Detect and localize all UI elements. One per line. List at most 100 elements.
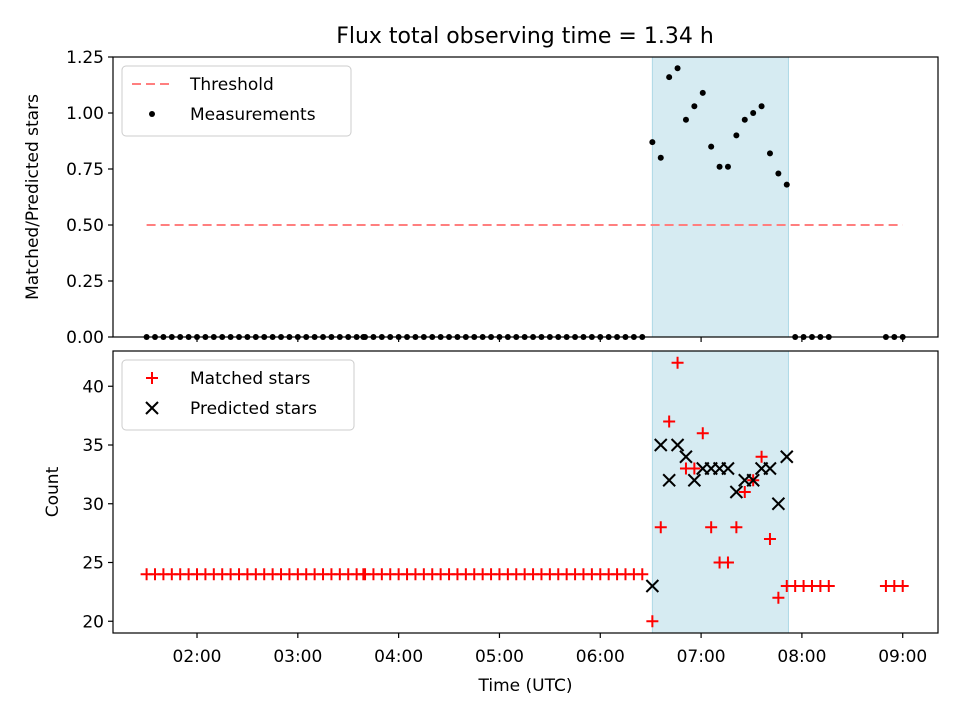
measurements-point [716, 163, 723, 170]
bottom-panel: 20 25 30 35 40 02:00 03:00 04:00 05:00 06:00 07:0… [43, 350, 939, 696]
measurements-point [741, 116, 748, 123]
x-b [763, 461, 777, 476]
legend-box [121, 359, 355, 431]
matched-stars-point [696, 427, 709, 440]
x-tick-label: 07:00 [677, 647, 726, 667]
matched-stars-point [772, 591, 785, 604]
y-tick-label: 40 [82, 377, 104, 397]
x-axis-label: Time (UTC) [478, 676, 573, 696]
x-tick-label: 09:00 [878, 647, 927, 667]
y-tick-label: 25 [82, 554, 104, 574]
predicted-stars-point [763, 461, 777, 476]
y-tick-label: 1.00 [66, 104, 104, 124]
x-tick-label: 04:00 [374, 647, 423, 667]
x-b [645, 579, 660, 593]
predicted-stars-point [687, 473, 702, 487]
measurements-point [682, 116, 689, 123]
matched-stars-point [671, 356, 684, 369]
legend-predicted-stars-swatch [145, 401, 159, 415]
matched-stars-point [822, 580, 835, 592]
matched-stars-point [738, 486, 751, 498]
y-tick-label: 0.25 [66, 272, 104, 292]
x-b [654, 438, 668, 452]
x-tick-label: 08:00 [777, 647, 826, 667]
x-b [746, 473, 760, 487]
legend-box [121, 65, 352, 137]
measurements-point [775, 170, 782, 177]
matched-stars-point [654, 521, 667, 534]
y-tick-label: 0.75 [66, 160, 104, 180]
bottom-legend: Matched stars Predicted stars [121, 359, 355, 431]
top-y-axis: 0.00 0.25 0.50 0.75 1.00 1.25 [66, 48, 113, 348]
x-b [670, 438, 685, 452]
top-plot-frame [112, 56, 939, 338]
matched-stars-point [646, 615, 659, 628]
y-tick-label: 0.00 [66, 328, 104, 348]
measurements-point [699, 89, 706, 96]
matched-stars-point [763, 533, 776, 545]
measurements-point [758, 103, 765, 110]
predicted-stars-point [679, 450, 693, 464]
y-tick-label: 0.50 [66, 216, 104, 236]
top-panel: 0.00 0.25 0.50 0.75 1.00 1.25 Matched/Predict… [23, 48, 939, 348]
x-b [729, 485, 744, 499]
measurements-point [666, 74, 673, 81]
x-b [780, 450, 794, 464]
measurements-point [783, 181, 790, 188]
legend-label: Threshold [189, 75, 274, 95]
predicted-stars-point [729, 485, 744, 499]
predicted-stars-point [645, 579, 660, 593]
x-tick-label: 03:00 [273, 647, 322, 667]
matched-stars-point [636, 568, 649, 581]
observing-span-top [651, 56, 789, 338]
matched-stars-point [730, 521, 743, 534]
count-points [140, 356, 909, 628]
predicted-stars-point [746, 473, 760, 487]
legend-matched-stars-swatch [146, 372, 158, 384]
y-tick-label: 35 [82, 436, 104, 456]
predicted-stars-point [670, 438, 685, 452]
measurements-point [708, 143, 715, 150]
measurements-point [691, 103, 698, 110]
x-b [679, 450, 693, 464]
y-tick-label: 1.25 [66, 48, 104, 68]
matched-stars-point [896, 580, 909, 592]
top-y-label: Matched/Predicted stars [23, 94, 43, 300]
legend-label: Measurements [190, 105, 316, 125]
measurements-point [733, 132, 740, 139]
matched-stars-point [755, 450, 768, 463]
predicted-stars-point [662, 473, 676, 487]
measurements-point [649, 139, 656, 146]
matched-stars-point [688, 462, 701, 475]
x-b [771, 497, 786, 511]
bottom-x-axis: 02:00 03:00 04:00 05:00 06:00 07:00 08:00 09:00 [173, 633, 927, 667]
predicted-stars-point [721, 461, 735, 476]
y-tick-label: 30 [82, 495, 104, 515]
x-tick-label: 05:00 [475, 647, 524, 667]
x-tick-label: 02:00 [173, 647, 222, 667]
measurements-point [674, 65, 681, 72]
predicted-stars-point [771, 497, 786, 511]
bottom-plot-frame [112, 350, 939, 634]
bottom-y-axis: 20 25 30 35 40 [82, 377, 113, 632]
observing-span-bottom [651, 350, 789, 634]
predicted-stars-point [780, 450, 794, 464]
measurements-point [750, 110, 757, 116]
x-b [662, 473, 676, 487]
measurements-point [766, 150, 773, 157]
bottom-y-label: Count [43, 466, 63, 517]
x-tick-label: 06:00 [576, 647, 625, 667]
legend-label: Predicted stars [190, 399, 317, 419]
top-legend: Threshold Measurements [121, 65, 352, 137]
x-b [145, 401, 159, 415]
measurements-point [657, 154, 664, 161]
x-b [721, 461, 735, 476]
matched-stars-point [721, 556, 734, 569]
measurements-point [724, 163, 731, 170]
chart-title: Flux total observing time = 1.34 h [336, 24, 714, 49]
x-b [687, 473, 702, 487]
y-tick-label: 20 [82, 612, 104, 632]
predicted-stars-point [654, 438, 668, 452]
legend-measurements-swatch [149, 111, 155, 117]
